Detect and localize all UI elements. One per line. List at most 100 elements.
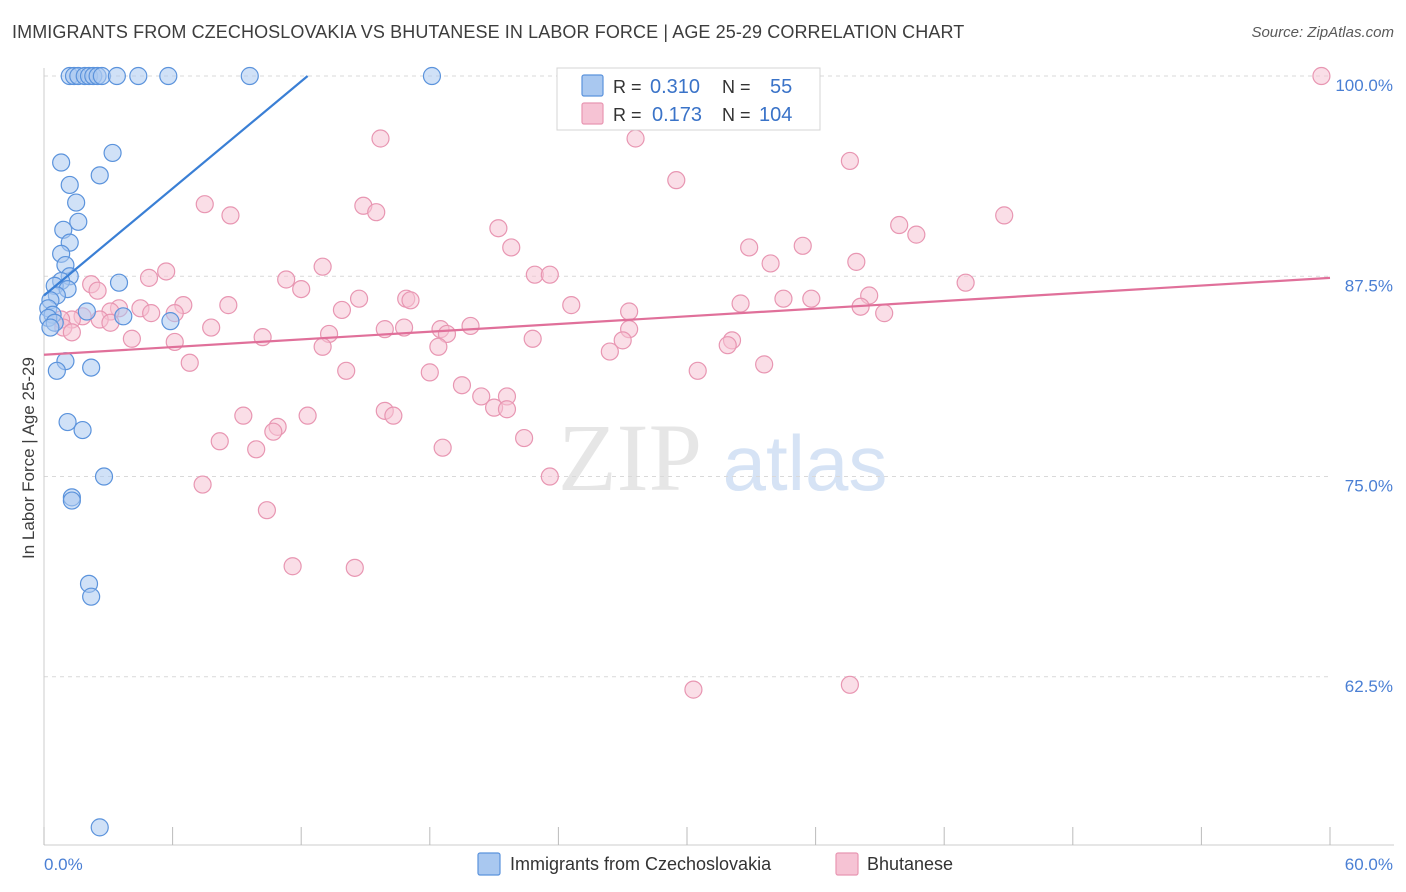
bhutanese-point xyxy=(371,129,390,148)
bhutanese-point xyxy=(489,219,508,238)
grid-lines xyxy=(44,75,1330,678)
series-czechoslovakia-points xyxy=(39,66,442,837)
czechoslovakia-point xyxy=(60,175,79,195)
bhutanese-point xyxy=(122,329,141,348)
bhutanese-point xyxy=(452,376,472,395)
czechoslovakia-point xyxy=(52,153,71,172)
y-tick-labels: 62.5% 75.0% 87.5% 100.0% xyxy=(1335,76,1393,696)
legend-n-label-1: N = xyxy=(722,105,751,125)
bhutanese-point xyxy=(613,331,632,350)
bhutanese-point xyxy=(755,355,774,374)
bhutanese-point xyxy=(157,262,176,281)
bhutanese-point xyxy=(995,206,1014,225)
legend-swatch-bhutanese xyxy=(581,102,604,125)
czechoslovakia-point xyxy=(69,212,88,231)
bhutanese-point xyxy=(219,296,238,315)
bhutanese-point xyxy=(195,195,214,214)
watermark-zip: ZIP xyxy=(558,404,702,511)
series-bhutanese-points xyxy=(52,66,1331,699)
bhutanese-point xyxy=(793,236,812,255)
bhutanese-point xyxy=(367,203,386,222)
series-legend-swatch-bhutanese xyxy=(835,852,859,876)
czechoslovakia-point xyxy=(90,166,109,185)
bhutanese-point xyxy=(667,171,686,190)
bhutanese-point xyxy=(740,238,759,257)
bhutanese-point xyxy=(688,361,707,380)
czechoslovakia-point xyxy=(47,361,66,380)
bhutanese-point xyxy=(684,680,703,699)
bhutanese-point xyxy=(890,215,909,235)
bhutanese-point xyxy=(600,342,619,361)
legend-r-label-1: R = xyxy=(613,105,642,125)
bhutanese-point xyxy=(139,268,159,287)
bhutanese-point xyxy=(472,387,491,406)
bhutanese-point xyxy=(401,291,420,310)
czechoslovakia-point xyxy=(129,66,148,86)
czechoslovakia-point xyxy=(62,491,81,510)
bhutanese-point xyxy=(718,336,737,355)
bhutanese-point xyxy=(180,353,199,372)
bhutanese-point xyxy=(337,361,356,380)
czechoslovakia-point xyxy=(90,818,109,837)
bhutanese-point xyxy=(774,289,793,308)
legend-r-label-0: R = xyxy=(613,77,642,97)
czechoslovakia-point xyxy=(82,587,101,606)
bhutanese-point xyxy=(731,294,750,313)
bhutanese-point xyxy=(292,279,311,299)
bhutanese-point xyxy=(840,675,859,694)
czechoslovakia-point xyxy=(109,273,129,292)
bhutanese-point xyxy=(461,316,480,336)
czechoslovakia-point xyxy=(240,66,259,86)
series-legend-label-czechoslovakia: Immigrants from Czechoslovakia xyxy=(510,854,772,874)
bhutanese-point xyxy=(429,337,448,356)
bhutanese-point xyxy=(283,557,302,576)
bhutanese-point xyxy=(523,329,542,348)
bhutanese-point xyxy=(433,438,452,457)
czechoslovakia-point xyxy=(422,66,442,86)
y-axis-title: In Labor Force | Age 25-29 xyxy=(19,357,38,559)
bhutanese-point xyxy=(626,129,645,148)
bhutanese-point xyxy=(298,406,317,425)
bhutanese-point xyxy=(349,289,369,308)
bhutanese-point xyxy=(257,501,277,520)
legend-swatch-czechoslovakia xyxy=(581,74,604,97)
series-legend: Immigrants from Czechoslovakia Bhutanese xyxy=(477,852,953,876)
axes xyxy=(43,68,1394,846)
bhutanese-point xyxy=(1312,66,1331,86)
legend-r-value-0: 0.310 xyxy=(650,76,700,98)
czechoslovakia-point xyxy=(77,302,96,321)
bhutanese-point xyxy=(202,318,221,337)
bhutanese-point xyxy=(620,302,639,321)
bhutanese-point xyxy=(502,238,521,257)
bhutanese-point xyxy=(847,252,866,271)
bhutanese-point xyxy=(210,432,229,451)
czechoslovakia-point xyxy=(41,318,60,337)
czechoslovakia-trend-line xyxy=(43,75,309,297)
series-legend-swatch-czechoslovakia xyxy=(477,852,501,876)
trend-lines xyxy=(43,75,1331,356)
czechoslovakia-point xyxy=(103,143,122,163)
legend-n-value-1: 104 xyxy=(759,104,792,126)
y-tick-label: 100.0% xyxy=(1335,76,1393,95)
x-tick-label-min: 0.0% xyxy=(44,855,83,874)
x-tick-labels: 0.0% 60.0% xyxy=(44,855,1393,874)
czechoslovakia-point xyxy=(114,307,133,326)
bhutanese-point xyxy=(193,475,212,494)
bhutanese-point xyxy=(540,265,559,284)
x-tick-label-max: 60.0% xyxy=(1345,855,1393,874)
source-credit: Source: ZipAtlas.com xyxy=(1251,24,1394,41)
bhutanese-point xyxy=(515,428,534,448)
watermark: ZIP atlas xyxy=(558,404,887,511)
bhutanese-point xyxy=(497,400,517,419)
legend-r-value-1: 0.173 xyxy=(652,104,702,126)
bhutanese-point xyxy=(562,296,581,315)
czechoslovakia-point xyxy=(159,66,178,86)
bhutanese-point xyxy=(88,281,107,300)
bhutanese-point xyxy=(313,337,332,356)
bhutanese-point xyxy=(956,273,975,292)
bhutanese-point xyxy=(264,422,283,441)
bhutanese-point xyxy=(875,304,894,323)
watermark-atlas: atlas xyxy=(723,419,888,507)
y-tick-label: 87.5% xyxy=(1345,276,1393,295)
czechoslovakia-point xyxy=(73,420,92,440)
